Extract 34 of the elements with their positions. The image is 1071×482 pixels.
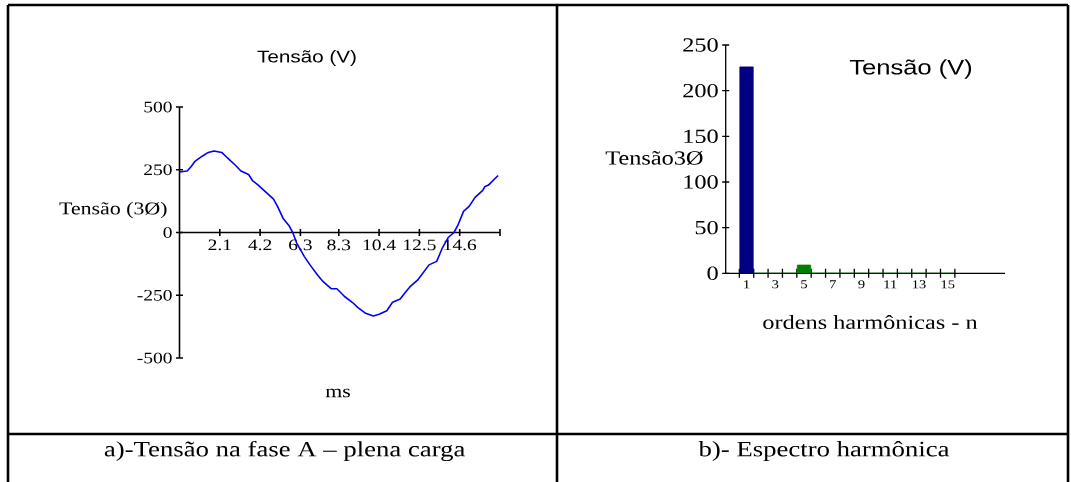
x-tick-label: 5 bbox=[801, 280, 808, 289]
y-tick-label: 150 bbox=[684, 129, 718, 144]
y-tick-label: -250 bbox=[137, 289, 172, 301]
x-tick-label: 7 bbox=[830, 280, 836, 289]
y-tick-label: 0 bbox=[707, 266, 718, 281]
x-tick-label: 12.5 bbox=[404, 239, 436, 251]
x-tick-label: 10.4 bbox=[363, 239, 396, 251]
y-tick-label: 500 bbox=[144, 101, 172, 113]
y-axis-title: Tensão (3Ø) bbox=[59, 201, 167, 219]
x-tick-label: 3 bbox=[772, 280, 779, 289]
y-tick-label: 100 bbox=[684, 175, 718, 189]
x-tick-label: 2.1 bbox=[208, 239, 231, 251]
x-tick-label: 9 bbox=[858, 280, 865, 289]
chart-title: Tensão (V) bbox=[257, 50, 356, 66]
y-axis-title: Tensão3Ø bbox=[605, 150, 703, 166]
y-tick-label: 200 bbox=[683, 83, 718, 98]
text: a)-Tensão na fase A – plena carga bbox=[104, 440, 465, 462]
x-tick-label: 15 bbox=[941, 280, 955, 289]
x-tick-label: 8.3 bbox=[327, 239, 351, 251]
x-axis-title: ms bbox=[325, 388, 350, 398]
y-tick-label: 0 bbox=[163, 227, 172, 238]
text: b)- Espectro harmônica bbox=[698, 441, 950, 461]
y-tick-label: 250 bbox=[144, 164, 172, 176]
x-axis-title: ordens harmônicas - n bbox=[763, 314, 978, 330]
y-tick-label: -500 bbox=[137, 352, 172, 364]
x-tick-label: 14.6 bbox=[444, 239, 477, 251]
x-tick-label: 13 bbox=[912, 280, 926, 289]
y-tick-label: 50 bbox=[695, 220, 718, 235]
line-series bbox=[179, 150, 499, 317]
x-tick-label: 4.2 bbox=[248, 239, 272, 251]
x-tick-label: 1 bbox=[744, 280, 750, 289]
y-tick-label: 250 bbox=[683, 38, 718, 52]
text: Tensão (V) bbox=[849, 59, 972, 79]
x-tick-label: 11 bbox=[884, 280, 897, 289]
